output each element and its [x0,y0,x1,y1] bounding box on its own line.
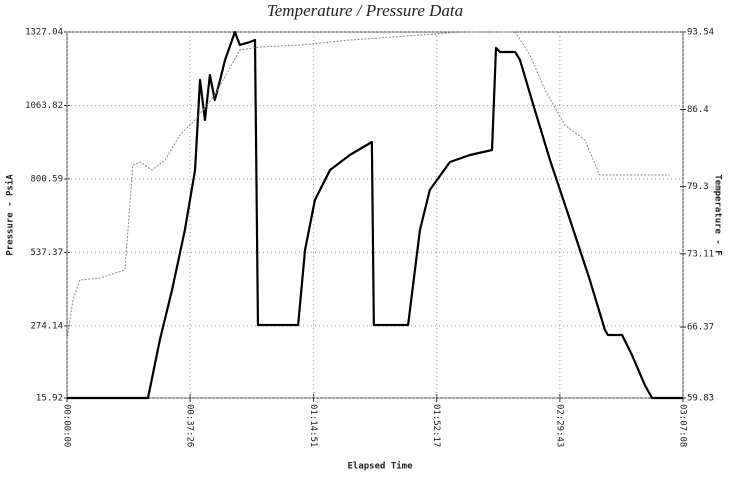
y-tick-label: 274.14 [30,321,63,331]
x-tick-label: 01:14:51 [308,404,318,447]
y-tick-label: 15.92 [36,394,63,404]
y2-tick-label: 59.83 [687,394,714,404]
series-line [66,31,670,341]
y2-tick-label: 93.54 [687,28,714,38]
y2-tick-label: 66.37 [687,322,714,332]
y2-tick-label: 79.3 [687,182,709,192]
x-tick-label: 03:07:08 [678,404,688,447]
chart-title: Temperature / Pressure Data [267,1,463,20]
y-tick-label: 800.59 [30,174,63,184]
series-line [67,30,683,400]
y2-axis-label: Temperature - F [713,174,723,255]
y2-tick-label: 73.11 [687,249,714,259]
y-tick-label: 1063.82 [25,101,63,111]
x-tick-label: 00:00:00 [62,404,72,447]
y2-tick-label: 86.4 [687,105,709,115]
y-tick-label: 1327.04 [25,28,63,38]
x-tick-label: 00:37:26 [185,404,195,447]
x-axis-label: Elapsed Time [347,461,413,472]
y-tick-label: 537.37 [30,248,63,258]
x-tick-label: 01:52:17 [431,404,441,447]
x-tick-label: 02:29:43 [554,404,564,447]
y-axis-label: Pressure - PsiA [5,174,16,256]
